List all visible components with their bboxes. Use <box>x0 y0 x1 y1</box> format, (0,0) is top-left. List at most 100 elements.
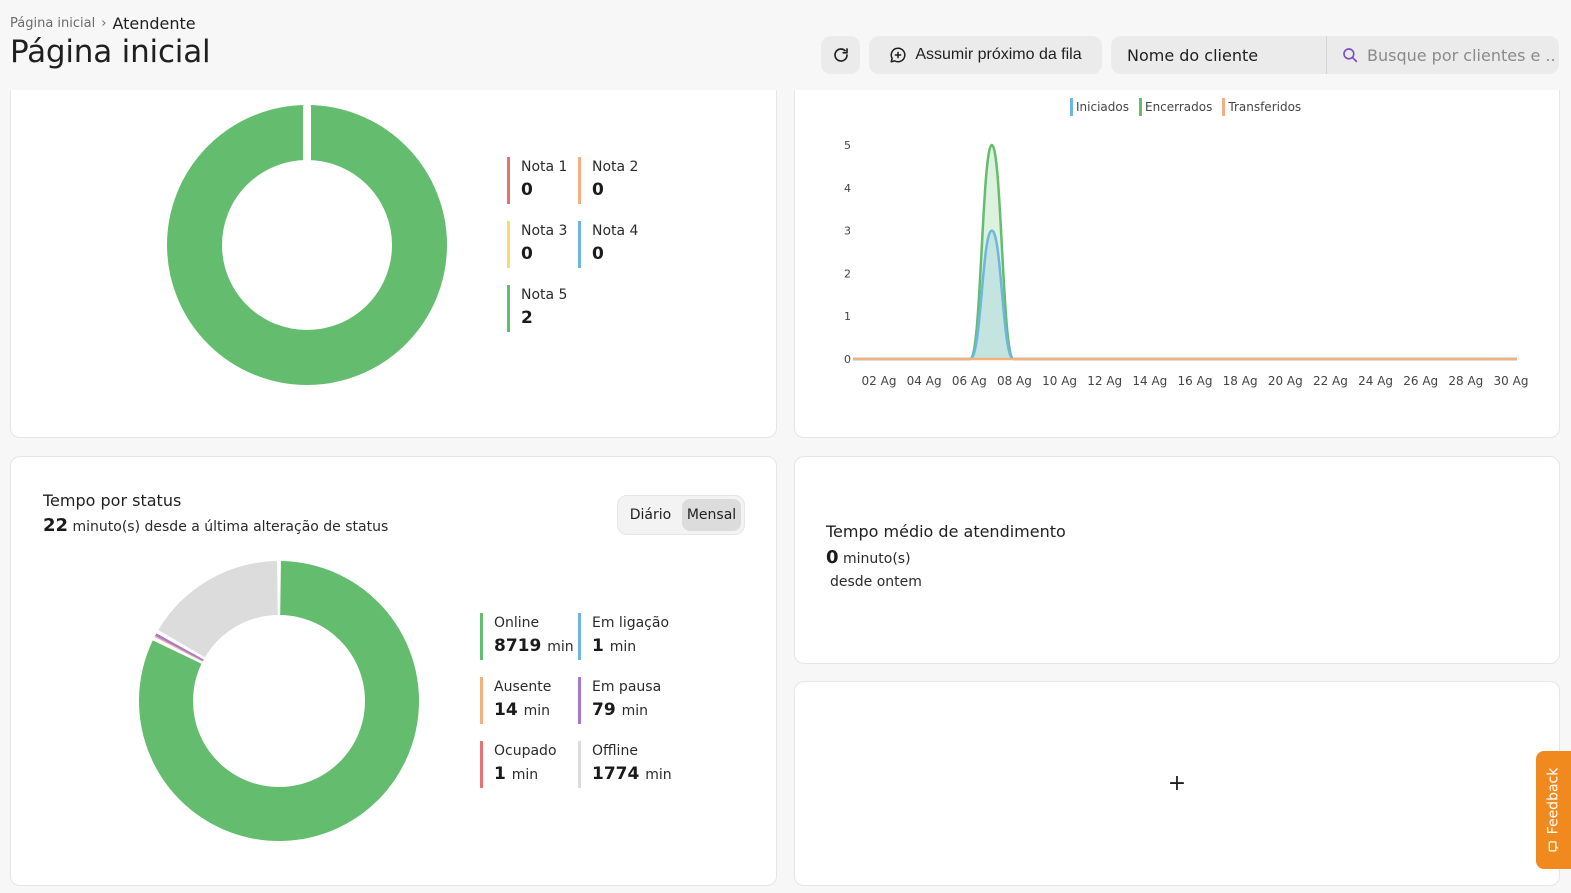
status-minutes-suffix: minuto(s) desde a última alteração de st… <box>72 519 389 535</box>
status-legend-em-ligacao: Em ligação 1 min <box>578 613 669 660</box>
feedback-tab[interactable]: Feedback <box>1536 751 1571 869</box>
rating-legend-label: Nota 5 <box>521 287 568 303</box>
toggle-daily[interactable]: Diário <box>629 507 672 523</box>
area-fill-iniciados <box>970 230 1014 359</box>
status-legend-offline: Offline 1774 min <box>578 741 672 788</box>
x-tick-label: 16 Ag <box>1178 374 1213 388</box>
chart-legend-transferidos[interactable]: Transferidos <box>1222 98 1301 116</box>
search-bar: Nome do cliente <box>1111 36 1559 74</box>
x-tick-label: 28 Ag <box>1448 374 1483 388</box>
status-donut-segment-ausente[interactable] <box>154 636 203 662</box>
chat-plus-icon <box>890 47 906 63</box>
rating-legend-value: 0 <box>521 180 533 200</box>
attendance-chart-card: Iniciados Encerrados Transferidos 0 1 2 3 4 5… <box>794 70 1560 438</box>
x-tick-label: 14 Ag <box>1132 374 1167 388</box>
y-tick-label: 4 <box>844 182 851 195</box>
status-legend-value: 8719 min <box>494 636 574 656</box>
x-tick-label: 22 Ag <box>1313 374 1348 388</box>
status-legend-online: Online 8719 min <box>480 613 574 660</box>
status-donut-chart <box>138 561 419 841</box>
avg-time-since: desde ontem <box>830 574 922 590</box>
breadcrumb-current: Atendente <box>112 14 196 33</box>
chat-icon <box>1548 841 1559 852</box>
status-legend-ocupado: Ocupado 1 min <box>480 741 557 788</box>
status-legend-label: Ausente <box>494 679 552 695</box>
x-tick-label: 26 Ag <box>1403 374 1438 388</box>
feedback-label: Feedback <box>1545 767 1562 835</box>
breadcrumb-home-link[interactable]: Página inicial <box>10 16 96 31</box>
x-tick-label: 08 Ag <box>997 374 1032 388</box>
status-legend-label: Online <box>494 615 540 631</box>
series-line-iniciados[interactable] <box>853 229 1517 361</box>
rating-legend-label: Nota 2 <box>592 159 639 175</box>
status-legend-label: Em pausa <box>592 679 662 695</box>
avg-time-value: 0 minuto(s) <box>826 547 911 568</box>
status-legend-value: 14 min <box>494 700 550 720</box>
rating-donut-chart <box>167 103 447 385</box>
toggle-monthly[interactable]: Mensal <box>682 499 741 531</box>
status-legend-value: 1 min <box>592 636 637 656</box>
x-tick-label: 04 Ag <box>907 374 942 388</box>
period-toggle: Diário Mensal <box>617 495 745 535</box>
chevron-right-icon: › <box>101 16 107 31</box>
x-tick-label: 30 Ag <box>1494 374 1529 388</box>
status-legend-label: Em ligação <box>592 615 670 631</box>
avg-time-title: Tempo médio de atendimento <box>826 522 1066 541</box>
rating-legend-value: 0 <box>592 244 604 264</box>
plus-icon[interactable]: + <box>1167 771 1187 796</box>
status-legend-value: 1774 min <box>592 764 672 784</box>
status-legend-label: Offline <box>592 743 638 759</box>
status-donut-segment-offline[interactable] <box>158 561 278 658</box>
rating-legend-value: 0 <box>521 244 533 264</box>
attendance-area-chart: 0 1 2 3 4 5 02 Ag 04 Ag 06 Ag 08 Ag 10 Ag 12 Ag 14 A… <box>844 139 1529 388</box>
y-tick-label: 0 <box>844 353 851 366</box>
chart-legend-iniciados[interactable]: Iniciados <box>1070 98 1129 116</box>
status-legend-em-pausa: Em pausa 79 min <box>578 677 661 724</box>
x-tick-label: 20 Ag <box>1268 374 1303 388</box>
x-tick-label: 24 Ag <box>1358 374 1393 388</box>
status-card-subtitle: 22 minuto(s) desde a última alteração de… <box>43 515 388 536</box>
series-line-encerrados[interactable] <box>853 143 1517 361</box>
status-donut-segment-online[interactable] <box>138 561 419 841</box>
search-input[interactable] <box>1367 45 1557 65</box>
rating-legend-value: 0 <box>592 180 604 200</box>
chart-legend: Iniciados Encerrados Transferidos <box>1070 98 1301 116</box>
rating-card: Nota 1 0 Nota 2 0 Nota 3 0 Nota 4 0 Nota… <box>10 70 777 438</box>
take-next-in-queue-button[interactable]: Assumir próximo da fila <box>869 36 1102 74</box>
status-card-title: Tempo por status <box>43 491 182 510</box>
rating-legend-value: 2 <box>521 308 533 328</box>
page-header: Página inicial › Atendente Página inicia… <box>0 0 1571 90</box>
status-legend-ausente: Ausente 14 min <box>480 677 551 724</box>
x-tick-label: 06 Ag <box>952 374 987 388</box>
refresh-icon <box>833 48 848 62</box>
status-minutes-value: 22 <box>43 515 69 536</box>
take-next-in-queue-label: Assumir próximo da fila <box>915 46 1082 63</box>
rating-legend-nota-2: Nota 2 0 <box>578 157 638 204</box>
status-legend-value: 79 min <box>592 700 648 720</box>
y-tick-label: 1 <box>844 310 851 323</box>
rating-legend-nota-5: Nota 5 2 <box>507 285 567 332</box>
status-legend-label: Ocupado <box>494 743 557 759</box>
rating-legend-label: Nota 3 <box>521 223 568 239</box>
breadcrumb: Página inicial › Atendente <box>10 14 196 33</box>
x-tick-label: 10 Ag <box>1042 374 1077 388</box>
page-title: Página inicial <box>10 34 211 70</box>
rating-donut-segment-nota-5[interactable] <box>167 105 447 385</box>
status-donut-segment-em-pausa[interactable] <box>155 633 204 661</box>
rating-legend-nota-1: Nota 1 0 <box>507 157 567 204</box>
rating-legend-nota-3: Nota 3 0 <box>507 221 567 268</box>
rating-legend-nota-4: Nota 4 0 <box>578 221 638 268</box>
refresh-button[interactable] <box>821 36 860 74</box>
search-field <box>1327 45 1559 65</box>
chart-legend-encerrados[interactable]: Encerrados <box>1138 98 1212 116</box>
y-tick-label: 5 <box>844 139 851 152</box>
rating-legend-label: Nota 4 <box>592 223 639 239</box>
avg-attendance-time-card: Tempo médio de atendimento 0 minuto(s) d… <box>794 456 1560 664</box>
y-tick-label: 3 <box>844 225 851 238</box>
x-tick-label: 02 Ag <box>862 374 897 388</box>
x-tick-label: 18 Ag <box>1223 374 1258 388</box>
y-tick-label: 2 <box>844 267 851 280</box>
add-widget-card[interactable]: + <box>794 681 1560 886</box>
client-filter-select[interactable]: Nome do cliente <box>1111 36 1327 74</box>
rating-donut-gap <box>303 103 311 163</box>
